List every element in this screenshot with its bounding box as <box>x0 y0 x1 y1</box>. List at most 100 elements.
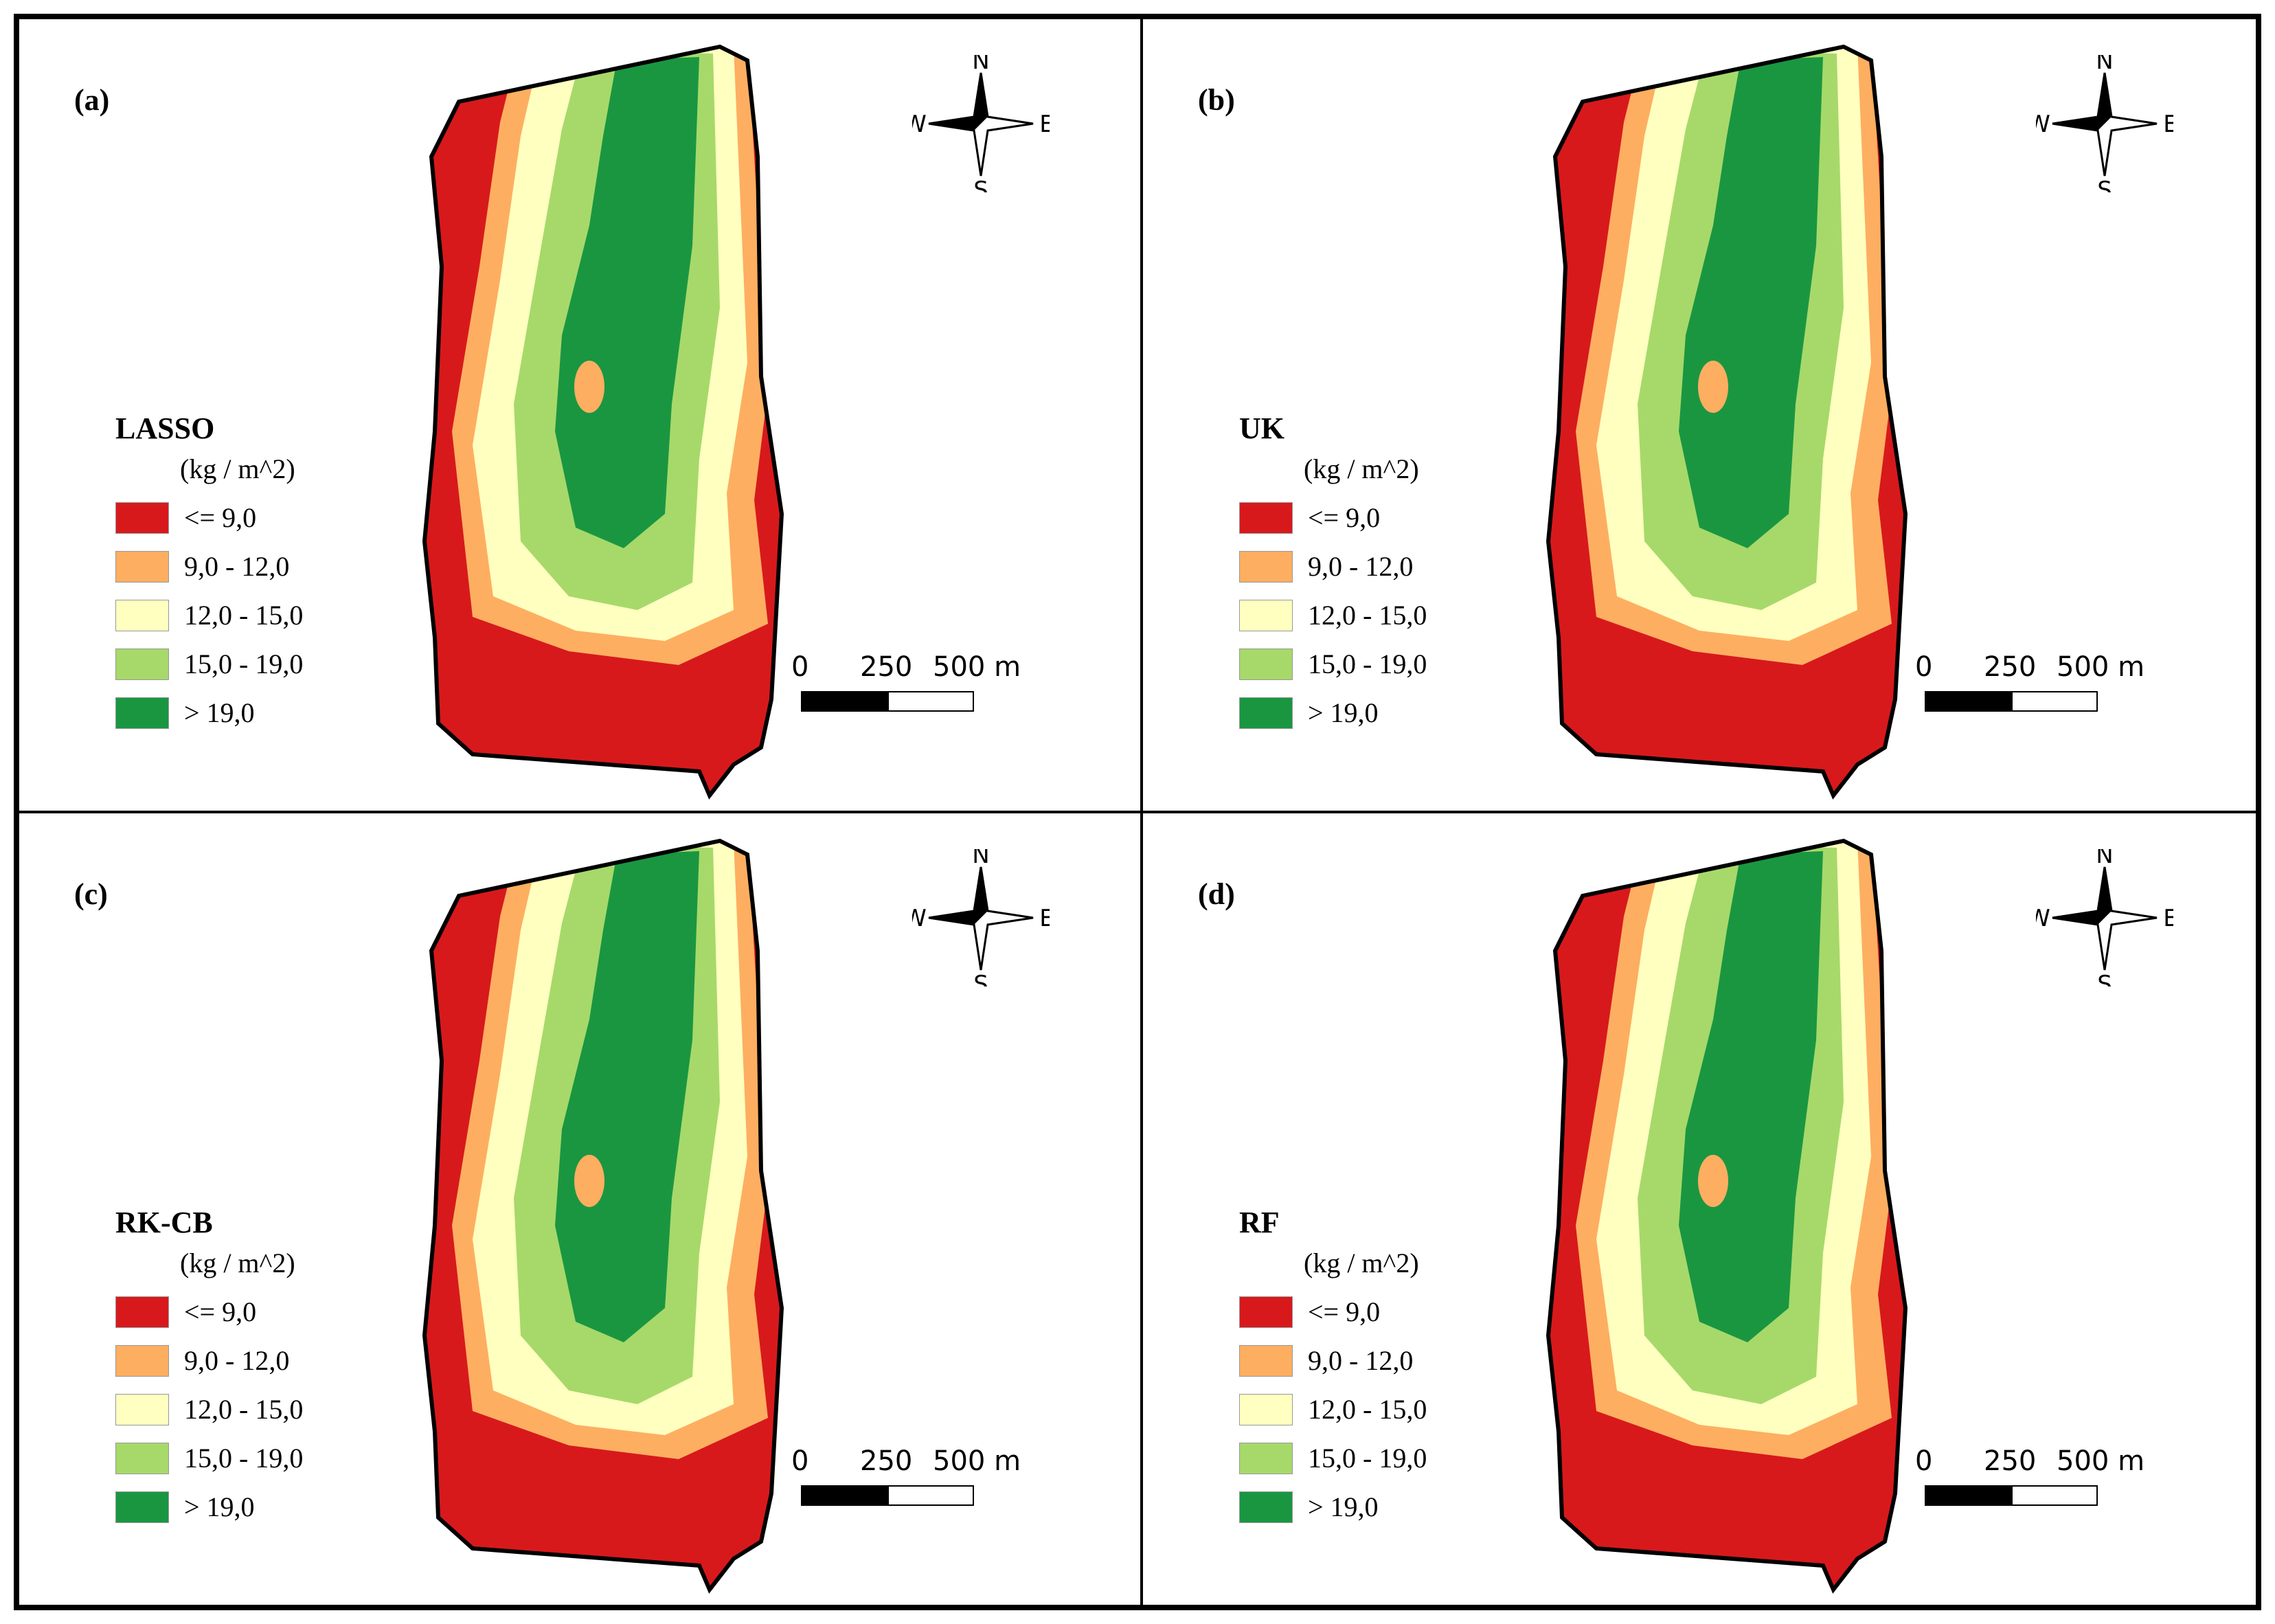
soil-map <box>422 838 784 1594</box>
compass-e: E <box>1039 905 1050 932</box>
legend-title: LASSO <box>115 411 215 445</box>
legend-unit: (kg / m^2) <box>1304 1248 1419 1278</box>
legend-label: <= 9,0 <box>1308 502 1381 533</box>
legend-item: 9,0 - 12,0 <box>1239 1336 1427 1385</box>
legend-label: > 19,0 <box>1308 1491 1379 1522</box>
scale-bar: 0 250 500 m <box>791 1445 1022 1514</box>
divider-horizontal <box>19 811 2256 813</box>
legend-swatch <box>115 697 169 729</box>
class-orange-spot <box>574 361 604 413</box>
scale-label-250: 250 <box>1984 1445 2037 1477</box>
study-area-boundary <box>422 44 784 800</box>
legend-item: 9,0 - 12,0 <box>115 1336 303 1385</box>
study-area-boundary <box>422 838 784 1594</box>
legend-label: 15,0 - 19,0 <box>1308 1443 1427 1474</box>
scale-bar: 0 250 500 m <box>791 651 1022 720</box>
study-area-boundary <box>1546 44 1908 800</box>
class-dark-green-zone <box>1679 57 1823 548</box>
scale-label-250: 250 <box>1984 651 2037 683</box>
figure: (a) LASSO (kg / m^2) <= 9,0 9,0 - 12,0 12,… <box>14 14 2261 1610</box>
map-panel-a: (a) LASSO (kg / m^2) <= 9,0 9,0 - 12,0 12,… <box>19 19 1140 811</box>
compass-w: W <box>2036 905 2050 932</box>
scale-label-500: 500 m <box>2057 1445 2145 1477</box>
legend-unit: (kg / m^2) <box>1304 453 1419 484</box>
map-panel-d: (d) RF (kg / m^2) <= 9,0 9,0 - 12,0 12,0 -… <box>1143 813 2264 1605</box>
legend-label: <= 9,0 <box>184 1296 257 1327</box>
compass-star <box>928 72 1034 177</box>
legend-item: > 19,0 <box>1239 688 1427 737</box>
legend-label: 12,0 - 15,0 <box>1308 1394 1427 1425</box>
legend-label: 12,0 - 15,0 <box>1308 600 1427 631</box>
class-orange-spot <box>1698 1155 1728 1207</box>
scale-bar-white <box>887 1485 974 1506</box>
compass-star <box>2052 72 2158 177</box>
legend-label: > 19,0 <box>1308 697 1379 728</box>
compass-s: S <box>973 971 988 986</box>
legend-label: 9,0 - 12,0 <box>1308 551 1414 582</box>
map-panel-b: (b) UK (kg / m^2) <= 9,0 9,0 - 12,0 12,0 -… <box>1143 19 2264 811</box>
legend-item: 12,0 - 15,0 <box>1239 591 1427 640</box>
legend-title: UK <box>1239 411 1284 445</box>
scale-label-250: 250 <box>860 651 913 683</box>
scale-label-250: 250 <box>860 1445 913 1477</box>
legend-item: 15,0 - 19,0 <box>115 1434 303 1482</box>
panel-label: (a) <box>74 83 110 117</box>
legend-swatch <box>1239 1491 1293 1523</box>
soil-map <box>1546 44 1908 800</box>
class-dark-green-zone <box>555 851 699 1342</box>
scale-bar-white <box>2011 1485 2098 1506</box>
compass-e: E <box>1039 111 1050 138</box>
panel-label: (c) <box>74 877 108 911</box>
legend-item: 12,0 - 15,0 <box>115 1385 303 1434</box>
legend-swatch <box>115 550 169 583</box>
legend-swatch <box>1239 599 1293 631</box>
legend-label: 9,0 - 12,0 <box>184 551 290 582</box>
scale-bar-black <box>1925 1485 2011 1506</box>
legend-item: 9,0 - 12,0 <box>115 542 303 591</box>
legend-swatch <box>115 1393 169 1425</box>
legend-swatch <box>115 1442 169 1474</box>
scale-label-0: 0 <box>1915 651 1933 683</box>
legend-item: 15,0 - 19,0 <box>1239 640 1427 688</box>
scale-bar: 0 250 500 m <box>1915 651 2146 720</box>
legend-swatch <box>1239 1442 1293 1474</box>
legend-item: 12,0 - 15,0 <box>1239 1385 1427 1434</box>
scale-label-500: 500 m <box>933 651 1021 683</box>
legend-title: RK-CB <box>115 1206 213 1239</box>
compass-w: W <box>2036 111 2050 138</box>
legend-swatch <box>1239 697 1293 729</box>
legend-label: 15,0 - 19,0 <box>184 649 304 679</box>
legend-swatch <box>1239 1393 1293 1425</box>
panel-label: (b) <box>1198 83 1235 117</box>
compass-n: N <box>2096 55 2113 75</box>
compass-n: N <box>972 55 989 75</box>
legend-item: 12,0 - 15,0 <box>115 591 303 640</box>
compass-w: W <box>912 905 927 932</box>
scale-bar-black <box>801 1485 887 1506</box>
legend-unit: (kg / m^2) <box>180 1248 295 1278</box>
legend-swatch <box>115 599 169 631</box>
legend-item: <= 9,0 <box>115 1287 303 1336</box>
legend-label: > 19,0 <box>184 1491 255 1522</box>
legend-label: 15,0 - 19,0 <box>1308 649 1427 679</box>
compass-n: N <box>972 849 989 869</box>
compass-e: E <box>2163 905 2173 932</box>
legend-item: > 19,0 <box>115 1482 303 1531</box>
legend-label: <= 9,0 <box>1308 1296 1381 1327</box>
legend-label: 15,0 - 19,0 <box>184 1443 304 1474</box>
legend: LASSO (kg / m^2) <= 9,0 9,0 - 12,0 12,0 - … <box>115 411 303 737</box>
legend-label: 12,0 - 15,0 <box>184 1394 304 1425</box>
scale-bar-black <box>801 691 887 712</box>
study-area-boundary <box>1546 838 1908 1594</box>
legend-swatch <box>115 1344 169 1377</box>
compass-s: S <box>2097 177 2112 192</box>
north-arrow-compass: N S W E <box>912 849 1050 986</box>
legend-label: > 19,0 <box>184 697 255 728</box>
legend-swatch <box>115 1296 169 1328</box>
legend-swatch <box>1239 1296 1293 1328</box>
class-orange-spot <box>574 1155 604 1207</box>
compass-w: W <box>912 111 927 138</box>
north-arrow-compass: N S W E <box>2036 55 2173 192</box>
class-orange-spot <box>1698 361 1728 413</box>
legend-item: <= 9,0 <box>1239 1287 1427 1336</box>
